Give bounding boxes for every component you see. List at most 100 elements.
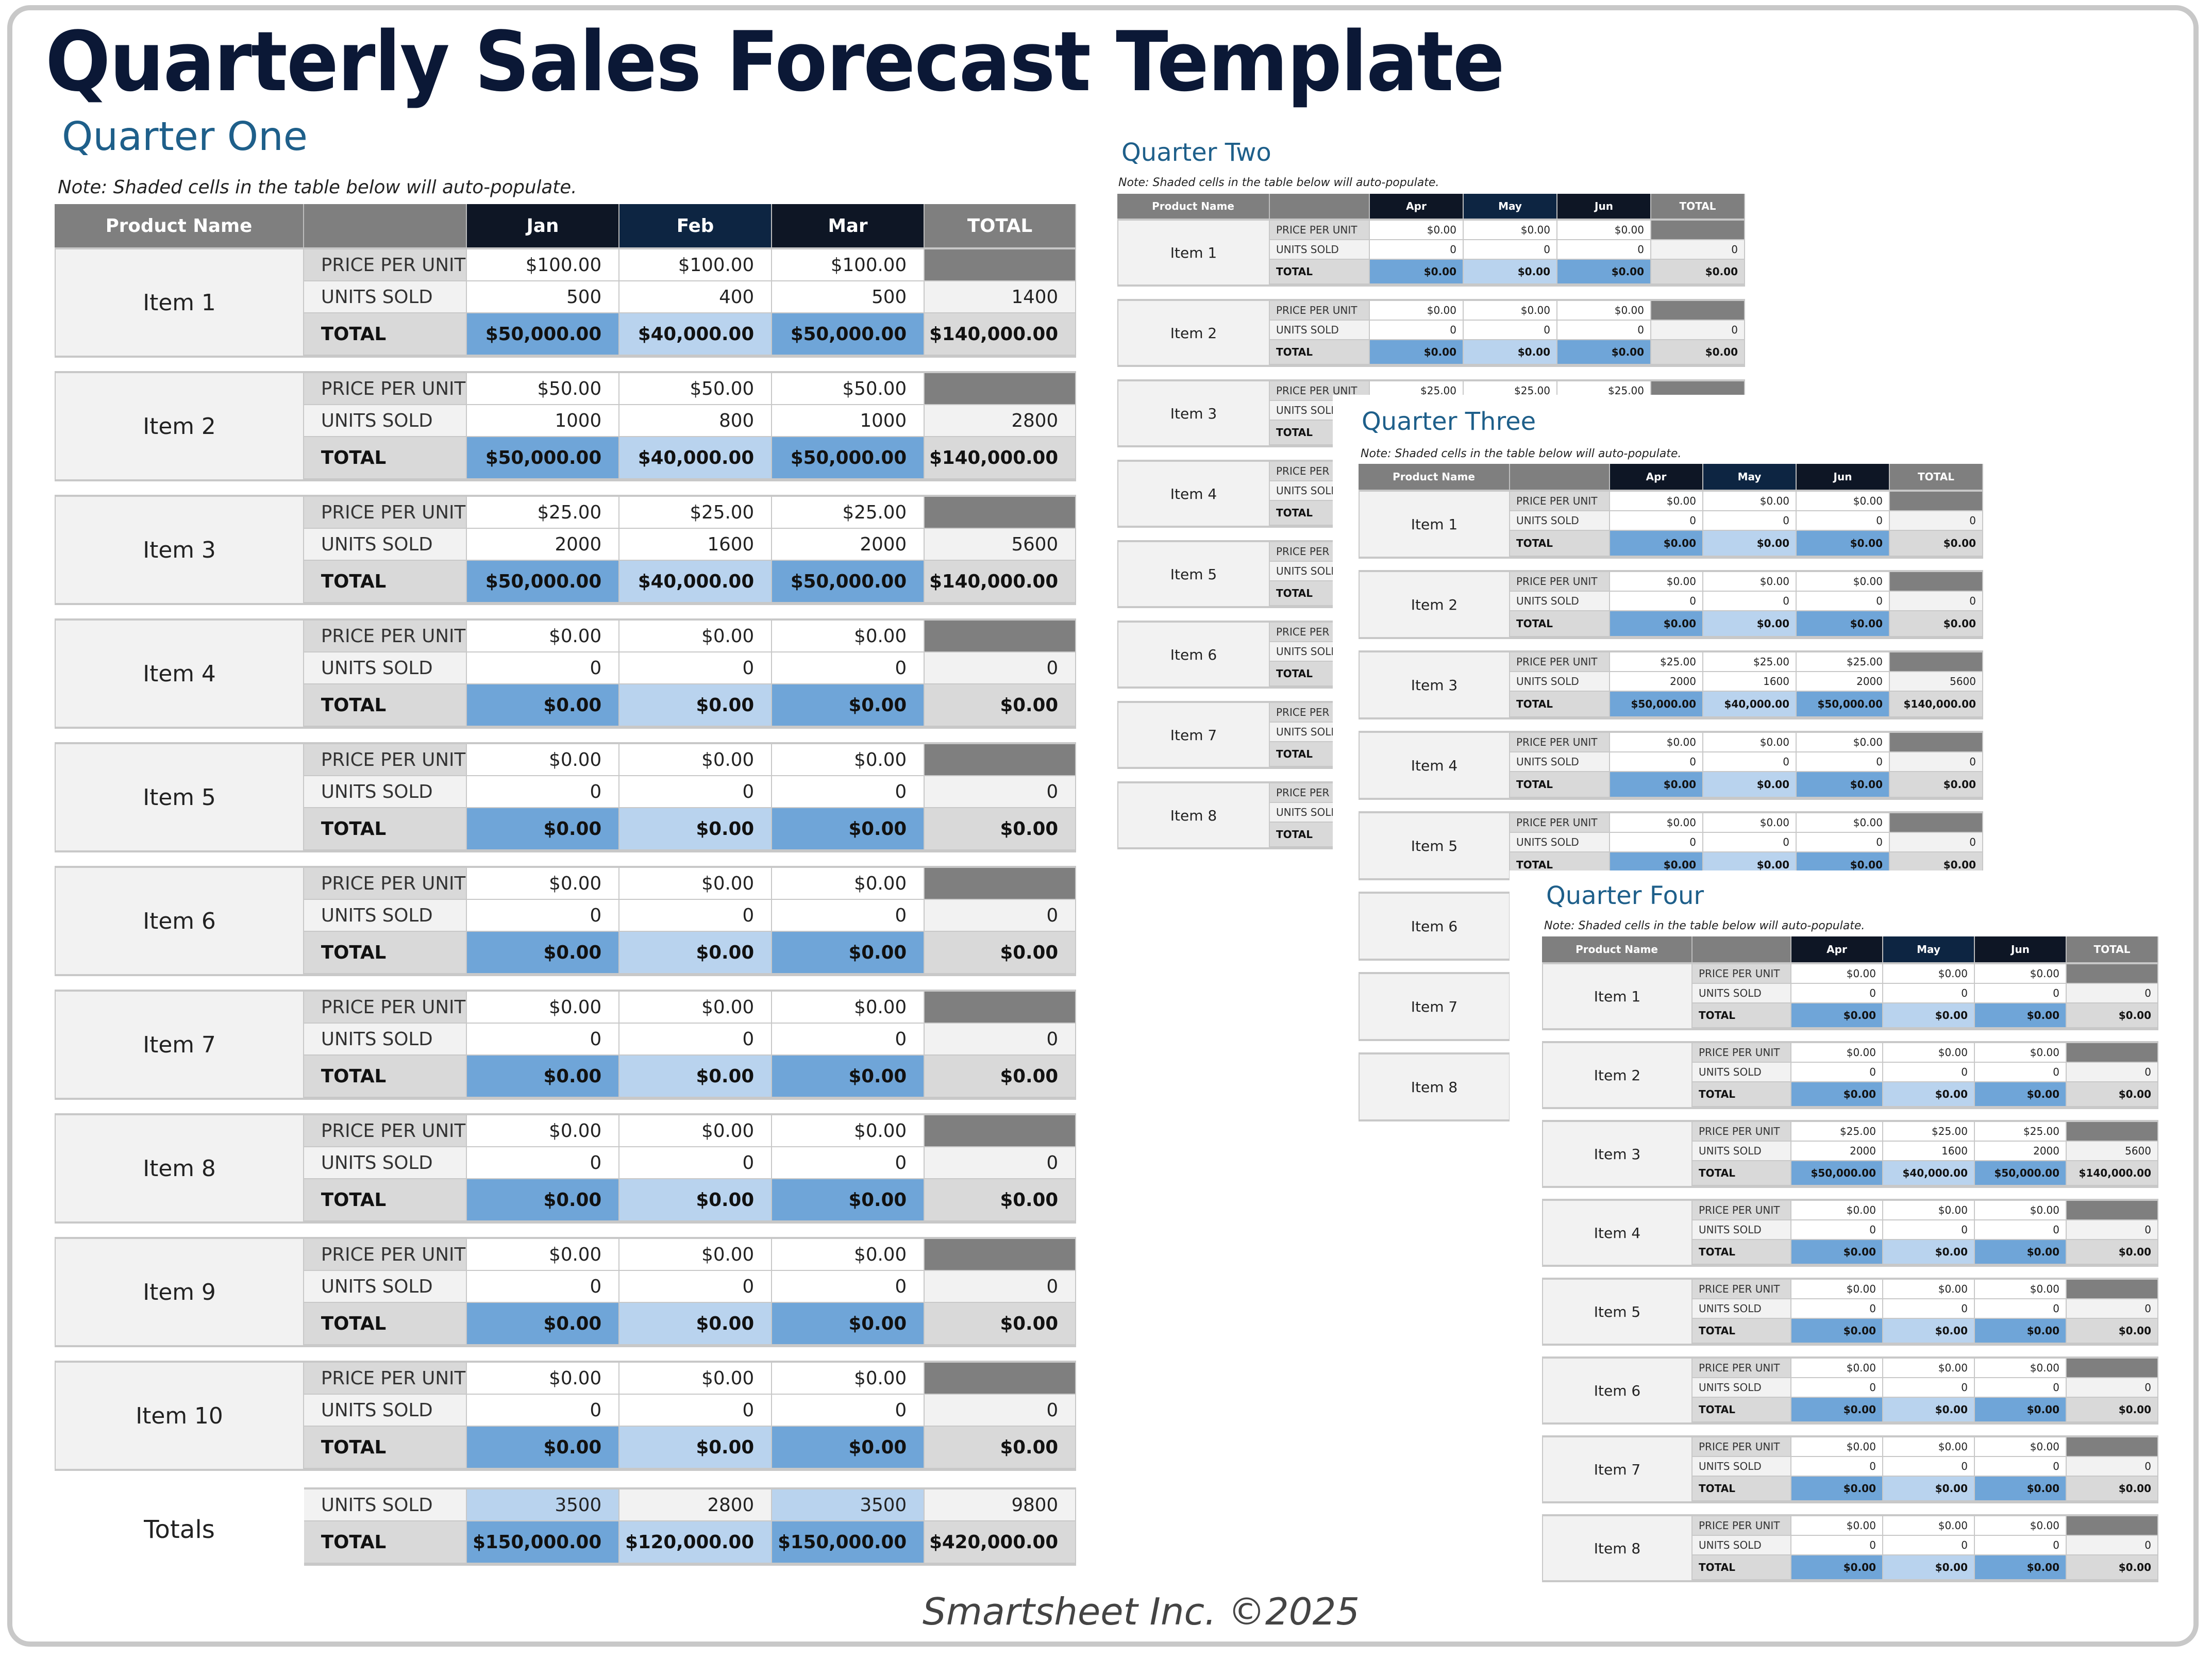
units-input[interactable]: 0 xyxy=(1791,1536,1883,1555)
price-input[interactable]: $0.00 xyxy=(1797,572,1890,592)
units-input[interactable]: 0 xyxy=(1703,592,1797,611)
units-input[interactable]: 0 xyxy=(1791,1457,1883,1477)
price-input[interactable]: $100.00 xyxy=(772,249,925,281)
units-input[interactable]: 0 xyxy=(619,652,772,684)
units-input[interactable]: 0 xyxy=(772,652,925,684)
price-input[interactable]: $0.00 xyxy=(1883,1359,1975,1378)
units-input[interactable]: 0 xyxy=(1791,1299,1883,1319)
price-input[interactable]: $0.00 xyxy=(467,621,619,652)
product-name-cell[interactable]: Item 10 xyxy=(55,1363,304,1469)
units-input[interactable]: 0 xyxy=(1610,511,1703,531)
product-name-cell[interactable]: Item 4 xyxy=(55,621,304,727)
product-name-cell[interactable]: Item 5 xyxy=(55,744,304,850)
price-input[interactable]: $0.00 xyxy=(467,868,619,900)
price-input[interactable]: $0.00 xyxy=(619,744,772,776)
units-input[interactable]: 0 xyxy=(1703,752,1797,772)
price-input[interactable]: $0.00 xyxy=(1975,1516,2067,1536)
price-input[interactable]: $0.00 xyxy=(772,992,925,1024)
product-name-cell[interactable]: Item 5 xyxy=(1117,542,1270,606)
price-input[interactable]: $0.00 xyxy=(1703,813,1797,833)
product-name-cell[interactable]: Item 4 xyxy=(1117,462,1270,526)
units-input[interactable]: 0 xyxy=(772,776,925,808)
price-input[interactable]: $0.00 xyxy=(1975,1280,2067,1299)
units-input[interactable]: 2000 xyxy=(1610,672,1703,692)
units-input[interactable]: 1000 xyxy=(467,405,619,437)
units-input[interactable]: 0 xyxy=(1883,1378,1975,1398)
product-name-cell[interactable]: Item 2 xyxy=(55,373,304,479)
price-input[interactable]: $0.00 xyxy=(1975,1043,2067,1063)
units-input[interactable]: 0 xyxy=(772,1395,925,1427)
price-input[interactable]: $0.00 xyxy=(1883,1437,1975,1457)
price-input[interactable]: $25.00 xyxy=(1883,1122,1975,1142)
units-input[interactable]: 2000 xyxy=(467,529,619,561)
price-input[interactable]: $100.00 xyxy=(467,249,619,281)
price-input[interactable]: $0.00 xyxy=(1791,1043,1883,1063)
price-input[interactable]: $0.00 xyxy=(1883,964,1975,984)
units-input[interactable]: 400 xyxy=(619,281,772,313)
price-input[interactable]: $0.00 xyxy=(1610,733,1703,752)
price-input[interactable]: $25.00 xyxy=(1703,652,1797,672)
price-input[interactable]: $50.00 xyxy=(619,373,772,405)
units-input[interactable]: 1600 xyxy=(1703,672,1797,692)
product-name-cell[interactable]: Item 6 xyxy=(1117,623,1270,686)
price-input[interactable]: $0.00 xyxy=(1464,221,1557,240)
price-input[interactable]: $25.00 xyxy=(1610,652,1703,672)
price-input[interactable]: $0.00 xyxy=(1791,1359,1883,1378)
units-input[interactable]: 0 xyxy=(1703,511,1797,531)
price-input[interactable]: $0.00 xyxy=(1975,1359,2067,1378)
price-input[interactable]: $0.00 xyxy=(1791,1437,1883,1457)
units-input[interactable]: 0 xyxy=(1975,1063,2067,1082)
price-input[interactable]: $0.00 xyxy=(1791,1201,1883,1220)
price-input[interactable]: $50.00 xyxy=(467,373,619,405)
units-input[interactable]: 0 xyxy=(467,1271,619,1303)
units-input[interactable]: 0 xyxy=(467,776,619,808)
product-name-cell[interactable]: Item 6 xyxy=(55,868,304,974)
price-input[interactable]: $0.00 xyxy=(619,868,772,900)
product-name-cell[interactable]: Item 6 xyxy=(1542,1359,1692,1422)
units-input[interactable]: 0 xyxy=(1370,240,1464,260)
units-input[interactable]: 0 xyxy=(467,1395,619,1427)
price-input[interactable]: $0.00 xyxy=(1975,964,2067,984)
units-input[interactable]: 0 xyxy=(1791,1378,1883,1398)
price-input[interactable]: $0.00 xyxy=(1975,1437,2067,1457)
units-input[interactable]: 0 xyxy=(772,1024,925,1056)
price-input[interactable]: $0.00 xyxy=(619,992,772,1024)
price-input[interactable]: $0.00 xyxy=(1883,1043,1975,1063)
price-input[interactable]: $0.00 xyxy=(772,1239,925,1271)
units-input[interactable]: 0 xyxy=(619,1271,772,1303)
product-name-cell[interactable]: Item 2 xyxy=(1542,1043,1692,1107)
units-input[interactable]: 500 xyxy=(467,281,619,313)
product-name-cell[interactable]: Item 7 xyxy=(1542,1437,1692,1501)
product-name-cell[interactable]: Item 8 xyxy=(1542,1516,1692,1580)
units-input[interactable]: 0 xyxy=(467,1147,619,1179)
product-name-cell[interactable]: Item 8 xyxy=(55,1115,304,1221)
price-input[interactable]: $100.00 xyxy=(619,249,772,281)
price-input[interactable]: $0.00 xyxy=(772,1115,925,1147)
price-input[interactable]: $0.00 xyxy=(1883,1516,1975,1536)
units-input[interactable]: 0 xyxy=(1797,752,1890,772)
price-input[interactable]: $0.00 xyxy=(1797,492,1890,511)
price-input[interactable]: $0.00 xyxy=(772,744,925,776)
units-input[interactable]: 0 xyxy=(772,1147,925,1179)
price-input[interactable]: $0.00 xyxy=(1610,813,1703,833)
price-input[interactable]: $0.00 xyxy=(619,621,772,652)
price-input[interactable]: $50.00 xyxy=(772,373,925,405)
price-input[interactable]: $0.00 xyxy=(1610,492,1703,511)
product-name-cell[interactable]: Item 7 xyxy=(55,992,304,1098)
price-input[interactable]: $25.00 xyxy=(772,497,925,529)
price-input[interactable]: $25.00 xyxy=(619,497,772,529)
product-name-cell[interactable]: Item 3 xyxy=(1542,1122,1692,1186)
units-input[interactable]: 0 xyxy=(1883,1063,1975,1082)
product-name-cell[interactable]: Item 3 xyxy=(1359,652,1510,717)
units-input[interactable]: 0 xyxy=(1975,1299,2067,1319)
price-input[interactable]: $0.00 xyxy=(1557,301,1651,321)
units-input[interactable]: 0 xyxy=(1883,1536,1975,1555)
price-input[interactable]: $0.00 xyxy=(1370,221,1464,240)
units-input[interactable]: 1600 xyxy=(619,529,772,561)
units-input[interactable]: 0 xyxy=(619,776,772,808)
product-name-cell[interactable]: Item 5 xyxy=(1542,1280,1692,1344)
price-input[interactable]: $25.00 xyxy=(467,497,619,529)
price-input[interactable]: $0.00 xyxy=(1370,301,1464,321)
units-input[interactable]: 0 xyxy=(1791,1063,1883,1082)
product-name-cell[interactable]: Item 7 xyxy=(1359,974,1510,1039)
